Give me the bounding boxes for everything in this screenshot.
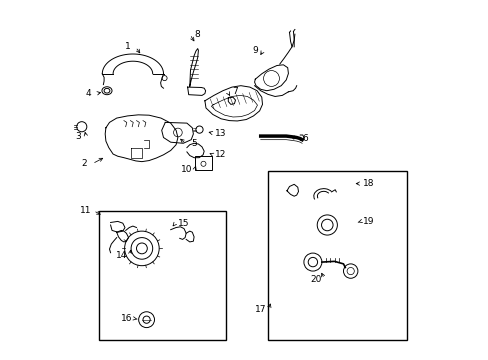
Text: 6: 6 [302,134,308,143]
Text: 7: 7 [232,87,238,96]
Text: 15: 15 [177,219,189,228]
Bar [267,171,406,340]
Text: 8: 8 [194,30,200,39]
Text: 2: 2 [81,159,87,168]
Text: 1: 1 [124,42,130,51]
Text: 9: 9 [252,46,258,55]
Text: 16: 16 [121,314,132,323]
Text: 11: 11 [80,206,91,215]
Text: 12: 12 [215,150,226,159]
Text: 14: 14 [116,251,127,260]
Text: 20: 20 [310,274,322,284]
Text: 4: 4 [85,89,91,98]
Text: 13: 13 [215,129,226,138]
Text: 18: 18 [362,179,374,188]
Text: 17: 17 [254,305,266,314]
Text: 19: 19 [362,217,374,226]
Text: 10: 10 [181,165,192,174]
Text: 3: 3 [75,132,81,141]
Text: 5: 5 [191,139,197,148]
Bar [99,211,226,340]
Bar [194,156,212,170]
